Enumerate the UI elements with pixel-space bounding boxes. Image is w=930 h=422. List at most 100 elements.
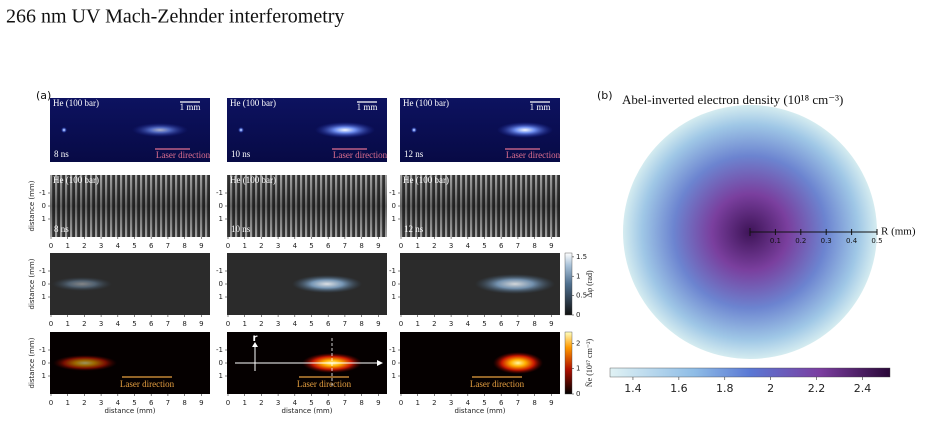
x-tick-label: 4 xyxy=(293,320,298,328)
x-tick-label: 1 xyxy=(242,242,246,250)
focus-spot xyxy=(411,127,417,133)
time-label: 10 ns xyxy=(231,149,251,159)
x-tick-label: 6 xyxy=(326,242,331,250)
y-tick-label: 1 xyxy=(219,215,223,223)
y-tick-label: -1 xyxy=(216,189,223,197)
scale-bar-label: 1 mm xyxy=(357,102,378,112)
x-tick-label: 4 xyxy=(293,242,298,250)
x-tick-label: 5 xyxy=(482,242,486,250)
x-tick-label: 7 xyxy=(166,399,170,407)
gas-label: He (100 bar) xyxy=(53,98,99,108)
y-tick-label: 1 xyxy=(392,372,396,380)
figure-title: 266 nm UV Mach-Zehnder interferometry xyxy=(6,6,344,28)
focus-spot xyxy=(61,127,67,133)
x-tick-label: 1 xyxy=(415,320,419,328)
image-shade xyxy=(400,175,560,237)
x-tick-label: 3 xyxy=(276,399,280,407)
laser-label: Laser direction xyxy=(297,379,352,389)
x-tick-label: 6 xyxy=(149,320,154,328)
x-tick-label: 8 xyxy=(359,320,363,328)
scale-bar-label: 1 mm xyxy=(530,102,551,112)
x-tick-label: 4 xyxy=(466,320,471,328)
radial-tick-label: 0.1 xyxy=(770,237,781,245)
x-tick-label: 7 xyxy=(516,399,520,407)
x-tick-label: 1 xyxy=(65,320,69,328)
colorbar-tick-label: 2 xyxy=(767,382,774,395)
laser-label: Laser direction xyxy=(120,379,175,389)
y-tick-label: 0 xyxy=(42,280,46,288)
colorbar-label: N̄e (10¹⁷ cm⁻²) xyxy=(585,339,594,388)
y-tick-label: 1 xyxy=(392,293,396,301)
x-tick-label: 9 xyxy=(549,320,553,328)
z-label: z xyxy=(387,358,393,369)
x-tick-label: 3 xyxy=(276,242,280,250)
y-tick-label: 0 xyxy=(392,359,396,367)
laser-label: Laser direction xyxy=(506,150,561,160)
x-tick-label: 6 xyxy=(149,242,154,250)
x-tick-label: 1 xyxy=(242,399,246,407)
x-tick-label: 9 xyxy=(376,320,380,328)
x-tick-label: 9 xyxy=(376,242,380,250)
x-tick-label: 9 xyxy=(199,320,203,328)
x-tick-label: 8 xyxy=(182,242,186,250)
x-tick-label: 1 xyxy=(65,242,69,250)
x-tick-label: 2 xyxy=(82,399,86,407)
x-tick-label: 8 xyxy=(532,399,536,407)
x-tick-label: 0 xyxy=(399,399,403,407)
laser-label: Laser direction xyxy=(333,150,388,160)
scale-bar-label: 1 mm xyxy=(180,102,201,112)
x-tick-label: 6 xyxy=(499,399,504,407)
x-tick-label: 6 xyxy=(326,399,331,407)
gas-label: He (100 bar) xyxy=(403,175,449,185)
colorbar-tick-label: 0 xyxy=(576,390,580,398)
x-axis-label: distance (mm) xyxy=(455,407,506,415)
colorbar-tick-label: 0 xyxy=(576,311,580,319)
x-tick-label: 2 xyxy=(432,399,436,407)
arrow-head xyxy=(377,360,383,366)
x-tick-label: 9 xyxy=(549,399,553,407)
colorbar-label: Δφ (rad) xyxy=(585,270,594,298)
time-label: 12 ns xyxy=(404,224,424,234)
x-tick-label: 2 xyxy=(432,320,436,328)
phase-region xyxy=(475,274,555,294)
y-axis-label: distance (mm) xyxy=(28,337,36,388)
x-tick-label: 7 xyxy=(166,242,170,250)
x-tick-label: 0 xyxy=(49,320,53,328)
x-tick-label: 0 xyxy=(226,242,230,250)
x-tick-label: 4 xyxy=(116,320,121,328)
y-tick-label: 1 xyxy=(42,293,46,301)
x-tick-label: 9 xyxy=(549,242,553,250)
radial-tick-label: 0.2 xyxy=(795,237,806,245)
x-tick-label: 9 xyxy=(199,242,203,250)
panel-title: Abel-inverted electron density (10¹⁸ cm⁻… xyxy=(622,92,843,107)
y-tick-label: 0 xyxy=(42,359,46,367)
y-tick-label: -1 xyxy=(39,267,46,275)
x-tick-label: 8 xyxy=(532,320,536,328)
y-tick-label: -1 xyxy=(39,189,46,197)
colorbar-tick-label: 1 xyxy=(576,272,580,280)
colorbar-tick-label: 2 xyxy=(576,339,580,347)
density-region xyxy=(53,355,117,371)
y-tick-label: 0 xyxy=(392,202,396,210)
x-tick-label: 9 xyxy=(199,399,203,407)
time-label: 8 ns xyxy=(54,224,69,234)
x-tick-label: 3 xyxy=(449,399,453,407)
x-tick-label: 8 xyxy=(359,399,363,407)
x-tick-label: 5 xyxy=(132,399,136,407)
x-tick-label: 4 xyxy=(466,242,471,250)
x-tick-label: 5 xyxy=(309,320,313,328)
x-tick-label: 3 xyxy=(449,320,453,328)
colorbar-tick-label: 1 xyxy=(576,365,580,373)
x-tick-label: 3 xyxy=(99,320,103,328)
radial-axis-label: R (mm) xyxy=(881,226,916,238)
y-tick-label: -1 xyxy=(389,267,396,275)
x-tick-label: 1 xyxy=(415,242,419,250)
x-tick-label: 5 xyxy=(309,399,313,407)
y-tick-label: -1 xyxy=(216,346,223,354)
x-tick-label: 0 xyxy=(399,242,403,250)
density-region xyxy=(493,352,543,374)
panel-label: (a) xyxy=(36,89,51,102)
gas-label: He (100 bar) xyxy=(403,98,449,108)
y-tick-label: -1 xyxy=(216,267,223,275)
colorbar xyxy=(609,367,891,378)
